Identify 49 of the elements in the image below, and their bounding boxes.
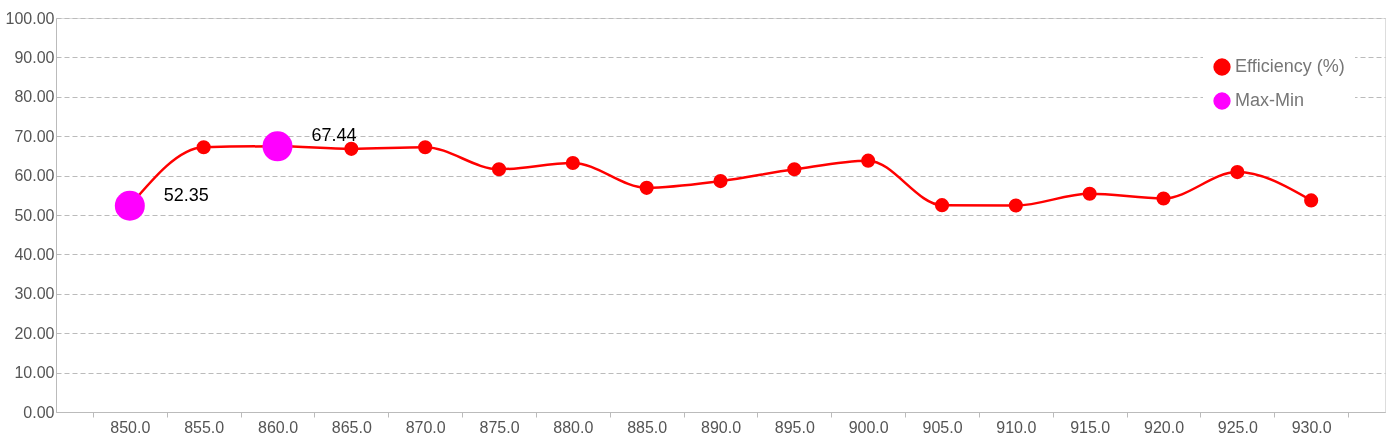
y-tick-label: 20.00: [14, 324, 55, 342]
point: [1230, 165, 1245, 180]
y-tick-label: 10.00: [14, 364, 55, 382]
x-tick-label: 920.0: [1143, 418, 1185, 436]
point: [861, 153, 876, 168]
x-tick-label: 925.0: [1217, 418, 1258, 436]
point: [1008, 198, 1023, 213]
legend-label: Efficiency (%): [1235, 56, 1345, 76]
x-tick-label: 850.0: [110, 418, 151, 436]
point: [1156, 191, 1171, 206]
point: [639, 180, 654, 195]
x-tick-label: 890.0: [700, 418, 742, 436]
x-tick-label: 855.0: [184, 418, 225, 436]
y-tick-label: 60.00: [14, 167, 55, 185]
point: [713, 174, 728, 189]
y-tick-label: 40.00: [14, 245, 55, 263]
point: [565, 155, 580, 171]
x-tick-label: 930.0: [1291, 418, 1332, 436]
x-tick-label: 870.0: [405, 418, 446, 436]
y-tick-label: 30.00: [14, 285, 55, 303]
y-tick-label: 50.00: [14, 206, 55, 224]
x-tick-label: 860.0: [257, 418, 299, 436]
y-tick-label: 0.00: [23, 403, 55, 421]
data-label: 67.44: [311, 125, 357, 146]
y-tick-label: 100.00: [5, 9, 55, 27]
legend-label: Max-Min: [1235, 90, 1305, 110]
y-tick-label: 70.00: [14, 127, 55, 145]
point: [262, 131, 293, 162]
x-tick-label: 900.0: [848, 418, 889, 436]
point: [491, 162, 507, 177]
point: [1082, 186, 1097, 201]
point: [418, 140, 433, 155]
point: [787, 162, 802, 177]
x-tick-label: 905.0: [922, 418, 963, 436]
x-tick-label: 875.0: [479, 418, 520, 436]
point: [344, 141, 359, 156]
point: [1304, 193, 1319, 208]
data-label: 52.35: [163, 184, 209, 205]
point: [114, 190, 145, 221]
x-tick-label: 880.0: [553, 418, 594, 436]
y-tick-label: 90.00: [14, 48, 55, 66]
point: [196, 140, 211, 155]
x-tick-label: 895.0: [774, 418, 815, 436]
x-tick-label: 885.0: [627, 418, 668, 436]
y-tick-label: 80.00: [14, 88, 55, 106]
x-tick-label: 915.0: [1070, 418, 1111, 436]
x-tick-label: 910.0: [996, 418, 1037, 436]
x-tick-label: 865.0: [331, 418, 372, 436]
point: [934, 198, 950, 213]
